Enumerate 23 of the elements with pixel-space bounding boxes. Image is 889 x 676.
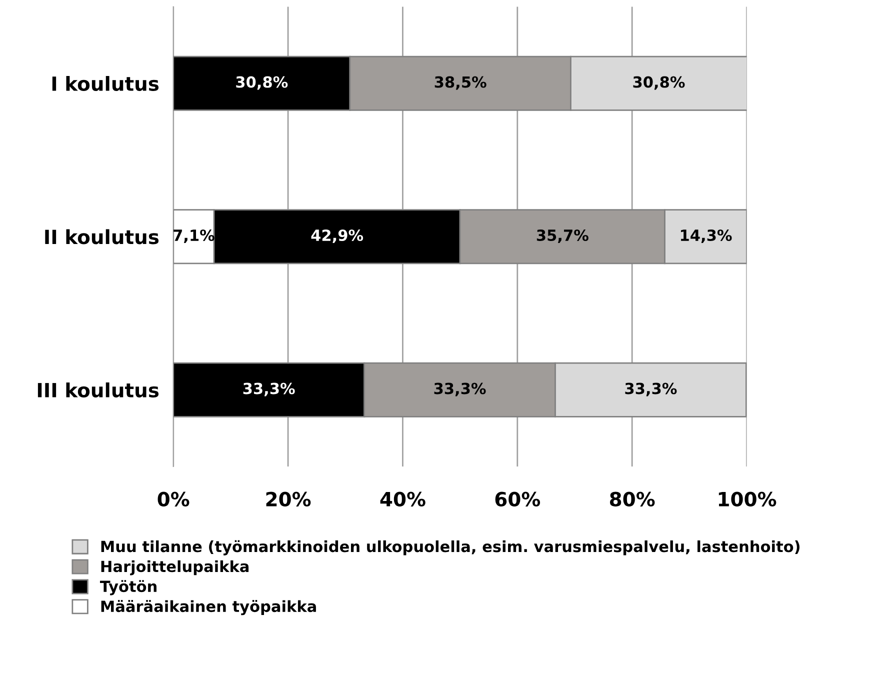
x-tick-label: 100% bbox=[718, 492, 776, 506]
x-tick-label: 20% bbox=[266, 492, 311, 506]
data-label: 7,1% bbox=[174, 229, 214, 243]
y-tick-label: I koulutus bbox=[52, 76, 159, 92]
legend-label: Työtön bbox=[100, 580, 156, 596]
x-tick-label: 60% bbox=[495, 492, 540, 506]
data-label: 30,8% bbox=[236, 76, 288, 90]
data-label: 30,8% bbox=[633, 76, 685, 90]
legend-label: Muu tilanne (työmarkkinoiden ulkopuolella, esim. varusmiespalvelu, lastenhoito) bbox=[101, 540, 800, 556]
data-label: 33,3% bbox=[625, 382, 677, 396]
data-label: 35,7% bbox=[536, 229, 588, 243]
x-tick-label: 80% bbox=[610, 492, 655, 506]
data-label: 38,5% bbox=[434, 76, 486, 90]
x-tick-label: 0% bbox=[158, 492, 190, 506]
data-label: 42,9% bbox=[311, 229, 364, 243]
legend-label: Määräaikainen työpaikka bbox=[101, 600, 316, 616]
x-tick-label: 40% bbox=[380, 492, 426, 506]
y-tick-label: III koulutus bbox=[38, 382, 159, 398]
y-tick-label: II koulutus bbox=[45, 229, 159, 244]
data-label: 14,3% bbox=[680, 229, 732, 243]
data-label: 33,3% bbox=[243, 382, 295, 396]
data-label: 33,3% bbox=[434, 382, 486, 396]
legend-label: Harjoittelupaikka bbox=[101, 560, 249, 576]
